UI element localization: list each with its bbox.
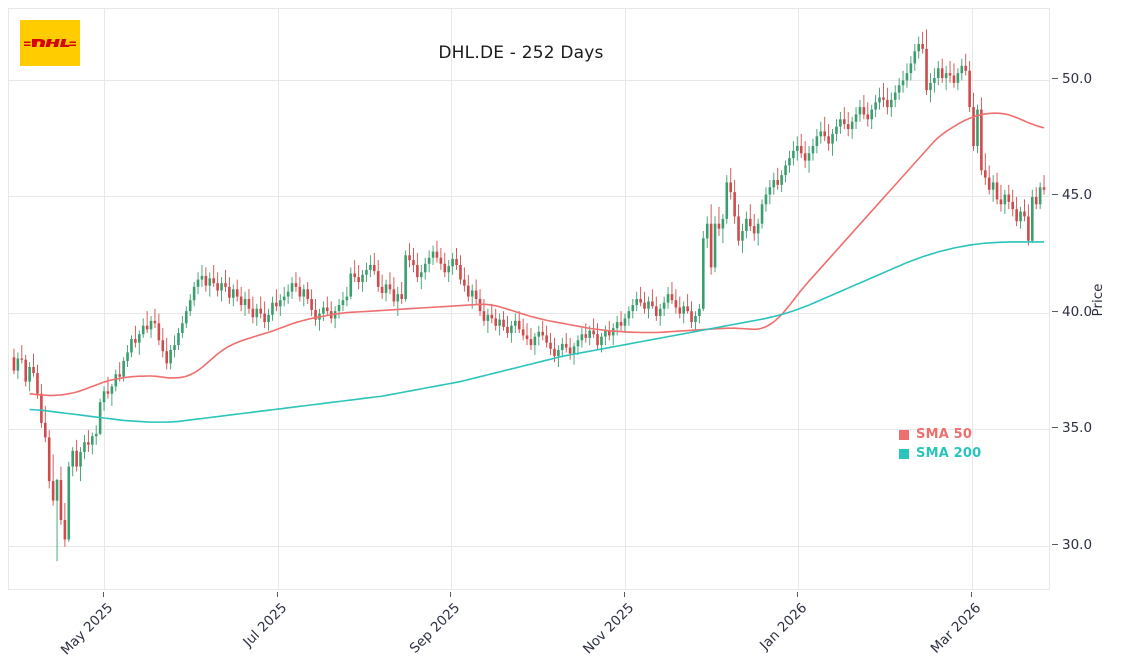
price-series-canvas xyxy=(12,29,1046,562)
gridline-vertical xyxy=(451,9,452,589)
gridline-horizontal xyxy=(9,313,1049,314)
y-axis-tick: 35.0 xyxy=(1052,420,1092,436)
candlestick-series xyxy=(12,29,1046,562)
dhl-logo xyxy=(20,20,80,66)
gridline-horizontal xyxy=(9,429,1049,430)
x-axis-tick-label: Sep 2025 xyxy=(406,600,464,657)
gridline-horizontal xyxy=(9,196,1049,197)
chart-legend: SMA 50 SMA 200 xyxy=(899,426,981,464)
x-axis-tick xyxy=(103,592,104,597)
y-axis-tick: 30.0 xyxy=(1052,537,1092,553)
legend-label: SMA 50 xyxy=(916,427,973,442)
gridline-horizontal xyxy=(9,546,1049,547)
x-axis-tick-label: Jul 2025 xyxy=(240,600,291,651)
y-axis-title: Price xyxy=(1090,283,1106,317)
y-axis-tick-label: 45.0 xyxy=(1062,187,1093,203)
x-axis-tick-label: Mar 2026 xyxy=(927,600,985,657)
y-axis-tick: 45.0 xyxy=(1052,187,1092,203)
x-axis-tick-label: Nov 2025 xyxy=(580,600,638,658)
y-axis-tick: 40.0 xyxy=(1052,304,1092,320)
gridline-horizontal xyxy=(9,80,1049,81)
legend-swatch-icon xyxy=(899,448,909,459)
sma-50-line xyxy=(29,112,1045,397)
sma-200-line xyxy=(29,241,1045,423)
y-axis-tick: 50.0 xyxy=(1052,71,1092,87)
gridline-vertical xyxy=(798,9,799,589)
legend-label: SMA 200 xyxy=(916,446,982,461)
x-axis-tick xyxy=(277,592,278,597)
legend-item-sma-50: SMA 50 xyxy=(899,426,981,443)
x-axis-tick xyxy=(450,592,451,597)
y-axis-tick-label: 30.0 xyxy=(1062,537,1093,553)
gridline-vertical xyxy=(972,9,973,589)
gridline-vertical xyxy=(278,9,279,589)
y-axis-tick-label: 50.0 xyxy=(1062,71,1093,87)
x-axis-tick-label: May 2025 xyxy=(57,600,117,659)
legend-swatch-icon xyxy=(899,429,909,440)
dhl-wordmark-icon xyxy=(24,39,76,47)
gridline-vertical xyxy=(104,9,105,589)
y-axis-tick-label: 35.0 xyxy=(1062,420,1093,436)
x-axis-tick-label: Jan 2026 xyxy=(756,600,811,654)
x-axis-tick xyxy=(797,592,798,597)
y-axis-tick-label: 40.0 xyxy=(1062,304,1093,320)
legend-item-sma-200: SMA 200 xyxy=(899,445,981,462)
gridline-vertical xyxy=(625,9,626,589)
x-axis-tick xyxy=(971,592,972,597)
x-axis-tick xyxy=(624,592,625,597)
